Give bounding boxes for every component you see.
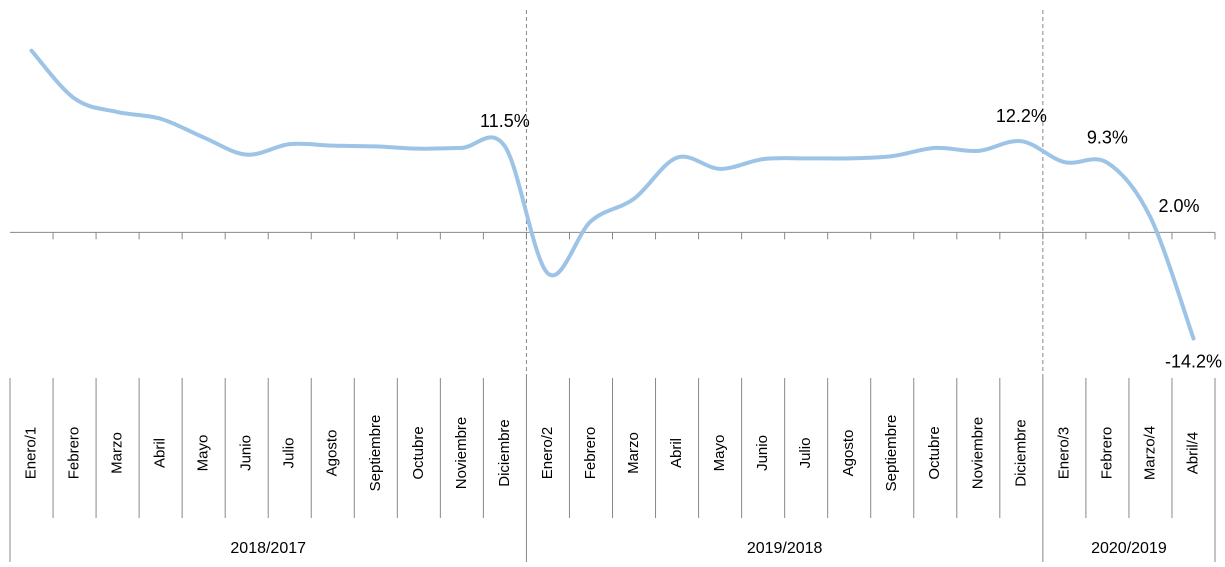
x-tick-label: Febrero (66, 427, 83, 480)
data-label: 11.5% (480, 111, 530, 131)
x-tick-label: Agosto (840, 430, 857, 477)
x-tick-label: Julio (281, 438, 298, 469)
x-tick-label: Marzo (625, 432, 642, 474)
x-tick-label: Septiembre (883, 415, 900, 492)
x-tick-label: Abril (668, 438, 685, 468)
x-tick-label: Marzo (109, 432, 126, 474)
x-tick-label: Diciembre (1012, 419, 1029, 487)
x-tick-label: Enero/2 (539, 427, 556, 480)
data-label: 2.0% (1158, 196, 1199, 216)
x-tick-label: Abril (152, 438, 169, 468)
x-tick-label: Noviembre (969, 417, 986, 490)
x-tick-label: Febrero (582, 427, 599, 480)
x-tick-label: Enero/1 (22, 427, 39, 480)
x-tick-label: Octubre (410, 426, 427, 479)
x-tick-label: Julio (797, 438, 814, 469)
x-tick-label: Junio (754, 435, 771, 471)
x-tick-label: Marzo/4 (1141, 426, 1158, 480)
x-tick-label: Agosto (324, 430, 341, 477)
x-tick-label: Mayo (711, 435, 728, 472)
x-tick-label: Mayo (195, 435, 212, 472)
x-tick-label: Octubre (926, 426, 943, 479)
data-label: -14.2% (1165, 351, 1222, 371)
line-series (29, 48, 1196, 341)
data-label: 12.2% (996, 106, 1047, 126)
x-tick-label: Febrero (1098, 427, 1115, 480)
x-tick-label: Septiembre (367, 415, 384, 492)
x-tick-label: Junio (238, 435, 255, 471)
group-label: 2018/2017 (230, 540, 306, 557)
x-tick-label: Abril/4 (1184, 432, 1201, 475)
x-tick-label: Diciembre (496, 419, 513, 487)
x-tick-label: Enero/3 (1055, 427, 1072, 480)
data-label: 9.3% (1087, 128, 1128, 148)
group-label: 2020/2019 (1091, 540, 1167, 557)
x-tick-label: Noviembre (453, 417, 470, 490)
group-label: 2019/2018 (747, 540, 823, 557)
